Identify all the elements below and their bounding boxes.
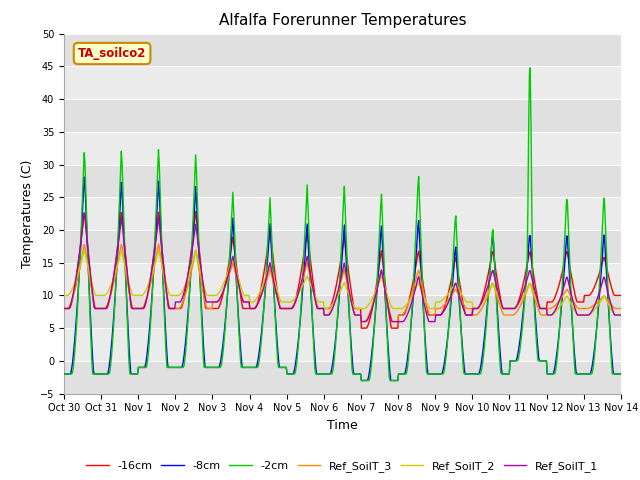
-8cm (617, 371, 625, 377)
Bar (64, 99, 621, 132)
-2cm (428, 371, 435, 377)
-2cm (60, 371, 68, 377)
-16cm (184, 273, 192, 279)
-16cm (60, 306, 68, 312)
Ref_SoilT_3 (60, 306, 68, 312)
-16cm (428, 312, 436, 318)
Ref_SoilT_2 (127, 289, 135, 295)
-16cm (617, 292, 625, 298)
Ref_SoilT_3 (428, 312, 436, 318)
Ref_SoilT_3 (214, 298, 222, 303)
Ref_SoilT_1 (214, 299, 222, 304)
Ref_SoilT_2 (60, 292, 68, 298)
Ref_SoilT_2 (184, 275, 192, 281)
Line: -8cm: -8cm (64, 177, 621, 381)
Ref_SoilT_2 (214, 291, 222, 297)
-2cm (358, 378, 365, 384)
-8cm (428, 371, 436, 377)
Bar (64, 165, 621, 197)
-2cm (184, 318, 192, 324)
Line: Ref_SoilT_1: Ref_SoilT_1 (64, 213, 621, 322)
Bar (64, 263, 621, 295)
-16cm (70, 288, 78, 294)
-16cm (127, 305, 135, 311)
Ref_SoilT_2 (192, 247, 200, 253)
Ref_SoilT_1 (128, 306, 136, 312)
-2cm (70, 357, 78, 363)
Bar (64, 197, 621, 230)
Title: Alfalfa Forerunner Temperatures: Alfalfa Forerunner Temperatures (219, 13, 466, 28)
Text: TA_soilco2: TA_soilco2 (78, 47, 147, 60)
Ref_SoilT_3 (185, 280, 193, 286)
-2cm (214, 364, 221, 370)
Bar (64, 34, 621, 66)
Ref_SoilT_3 (412, 278, 419, 284)
-2cm (617, 371, 625, 377)
Ref_SoilT_3 (127, 300, 135, 306)
Ref_SoilT_3 (70, 290, 78, 296)
-8cm (80, 174, 88, 180)
Line: Ref_SoilT_3: Ref_SoilT_3 (64, 244, 621, 322)
-16cm (412, 265, 419, 271)
-8cm (128, 371, 136, 377)
-8cm (358, 378, 365, 384)
Ref_SoilT_1 (185, 267, 193, 273)
-2cm (411, 252, 419, 258)
Ref_SoilT_2 (543, 312, 551, 318)
Ref_SoilT_1 (358, 319, 365, 324)
-16cm (214, 305, 222, 311)
Y-axis label: Temperatures (C): Temperatures (C) (21, 159, 35, 268)
X-axis label: Time: Time (327, 419, 358, 432)
Ref_SoilT_1 (617, 312, 625, 318)
Ref_SoilT_3 (358, 319, 365, 324)
Bar (64, 230, 621, 263)
Bar (64, 132, 621, 165)
Bar (64, 295, 621, 328)
-8cm (412, 261, 419, 266)
Ref_SoilT_2 (428, 306, 435, 312)
Ref_SoilT_3 (617, 306, 625, 312)
Ref_SoilT_2 (411, 288, 419, 293)
Line: -16cm: -16cm (64, 212, 621, 328)
-2cm (526, 65, 534, 71)
Bar (64, 66, 621, 99)
Bar (64, 361, 621, 394)
Ref_SoilT_1 (428, 319, 436, 324)
-8cm (60, 371, 68, 377)
Line: -2cm: -2cm (64, 68, 621, 381)
Ref_SoilT_1 (60, 306, 68, 312)
-16cm (192, 209, 200, 215)
-8cm (214, 364, 222, 370)
Ref_SoilT_2 (617, 312, 625, 318)
Ref_SoilT_2 (70, 282, 78, 288)
Bar (64, 328, 621, 361)
-16cm (358, 325, 365, 331)
-2cm (127, 371, 135, 377)
Ref_SoilT_1 (80, 210, 88, 216)
-8cm (185, 301, 193, 307)
Line: Ref_SoilT_2: Ref_SoilT_2 (64, 250, 621, 315)
Ref_SoilT_1 (70, 287, 78, 292)
Legend: -16cm, -8cm, -2cm, Ref_SoilT_3, Ref_SoilT_2, Ref_SoilT_1: -16cm, -8cm, -2cm, Ref_SoilT_3, Ref_Soil… (82, 457, 603, 477)
Ref_SoilT_3 (155, 241, 163, 247)
Ref_SoilT_1 (412, 285, 419, 291)
-8cm (70, 345, 78, 350)
